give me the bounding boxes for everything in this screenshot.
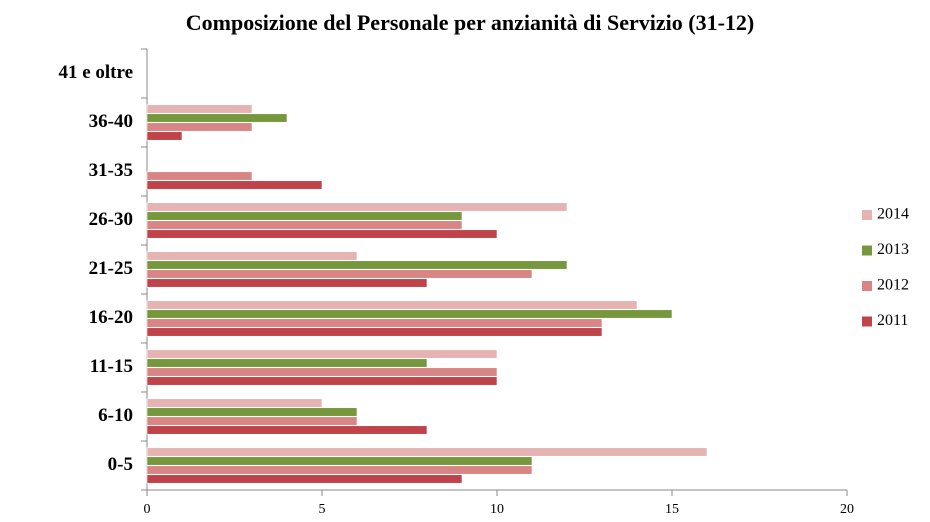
- bar: [146, 327, 603, 337]
- legend-label: 2013: [877, 241, 909, 258]
- bar: [146, 376, 498, 386]
- legend-label: 2011: [877, 312, 908, 329]
- bar: [146, 229, 498, 239]
- bar: [146, 171, 253, 181]
- x-tick-label: 20: [840, 502, 854, 517]
- x-tick-label: 5: [319, 502, 326, 517]
- bar: [146, 416, 358, 426]
- chart-title: Composizione del Personale per anzianità…: [185, 10, 755, 35]
- y-tick-label: 21-25: [89, 258, 133, 279]
- bar: [146, 113, 288, 123]
- y-tick-label: 6-10: [98, 405, 133, 426]
- bar: [146, 309, 673, 319]
- x-tick-label: 10: [490, 502, 504, 517]
- bar: [146, 131, 183, 141]
- legend-swatch: [862, 210, 872, 220]
- bar: [146, 318, 603, 328]
- x-tick-label: 15: [665, 502, 679, 517]
- y-tick-label: 36-40: [89, 111, 133, 132]
- y-tick-label: 26-30: [89, 209, 133, 230]
- y-tick-label: 16-20: [89, 307, 133, 328]
- bar: [146, 407, 358, 417]
- bar: [146, 300, 638, 310]
- bar: [146, 474, 463, 484]
- bar: [146, 202, 568, 212]
- legend-label: 2014: [877, 206, 909, 223]
- bar: [146, 465, 533, 475]
- bar: [146, 367, 498, 377]
- bar: [146, 456, 533, 466]
- bar: [146, 358, 428, 368]
- bar: [146, 211, 463, 221]
- bar: [146, 425, 428, 435]
- bar: [146, 180, 323, 190]
- bar: [146, 278, 428, 288]
- bar: [146, 260, 568, 270]
- bar: [146, 122, 253, 132]
- bar: [146, 220, 463, 230]
- legend-swatch: [862, 245, 872, 256]
- y-tick-label: 11-15: [90, 356, 133, 377]
- bar: [146, 251, 358, 261]
- y-tick-label: 0-5: [108, 454, 133, 475]
- legend-swatch: [862, 316, 872, 327]
- bar: [146, 447, 708, 457]
- bar: [146, 104, 253, 114]
- x-tick-label: 0: [144, 502, 151, 517]
- bar: [146, 269, 533, 279]
- legend-swatch: [862, 281, 872, 291]
- bar: [146, 398, 323, 408]
- bar: [146, 349, 498, 359]
- legend-label: 2012: [877, 277, 909, 294]
- y-tick-label: 41 e oltre: [58, 62, 133, 83]
- y-tick-label: 31-35: [89, 160, 133, 181]
